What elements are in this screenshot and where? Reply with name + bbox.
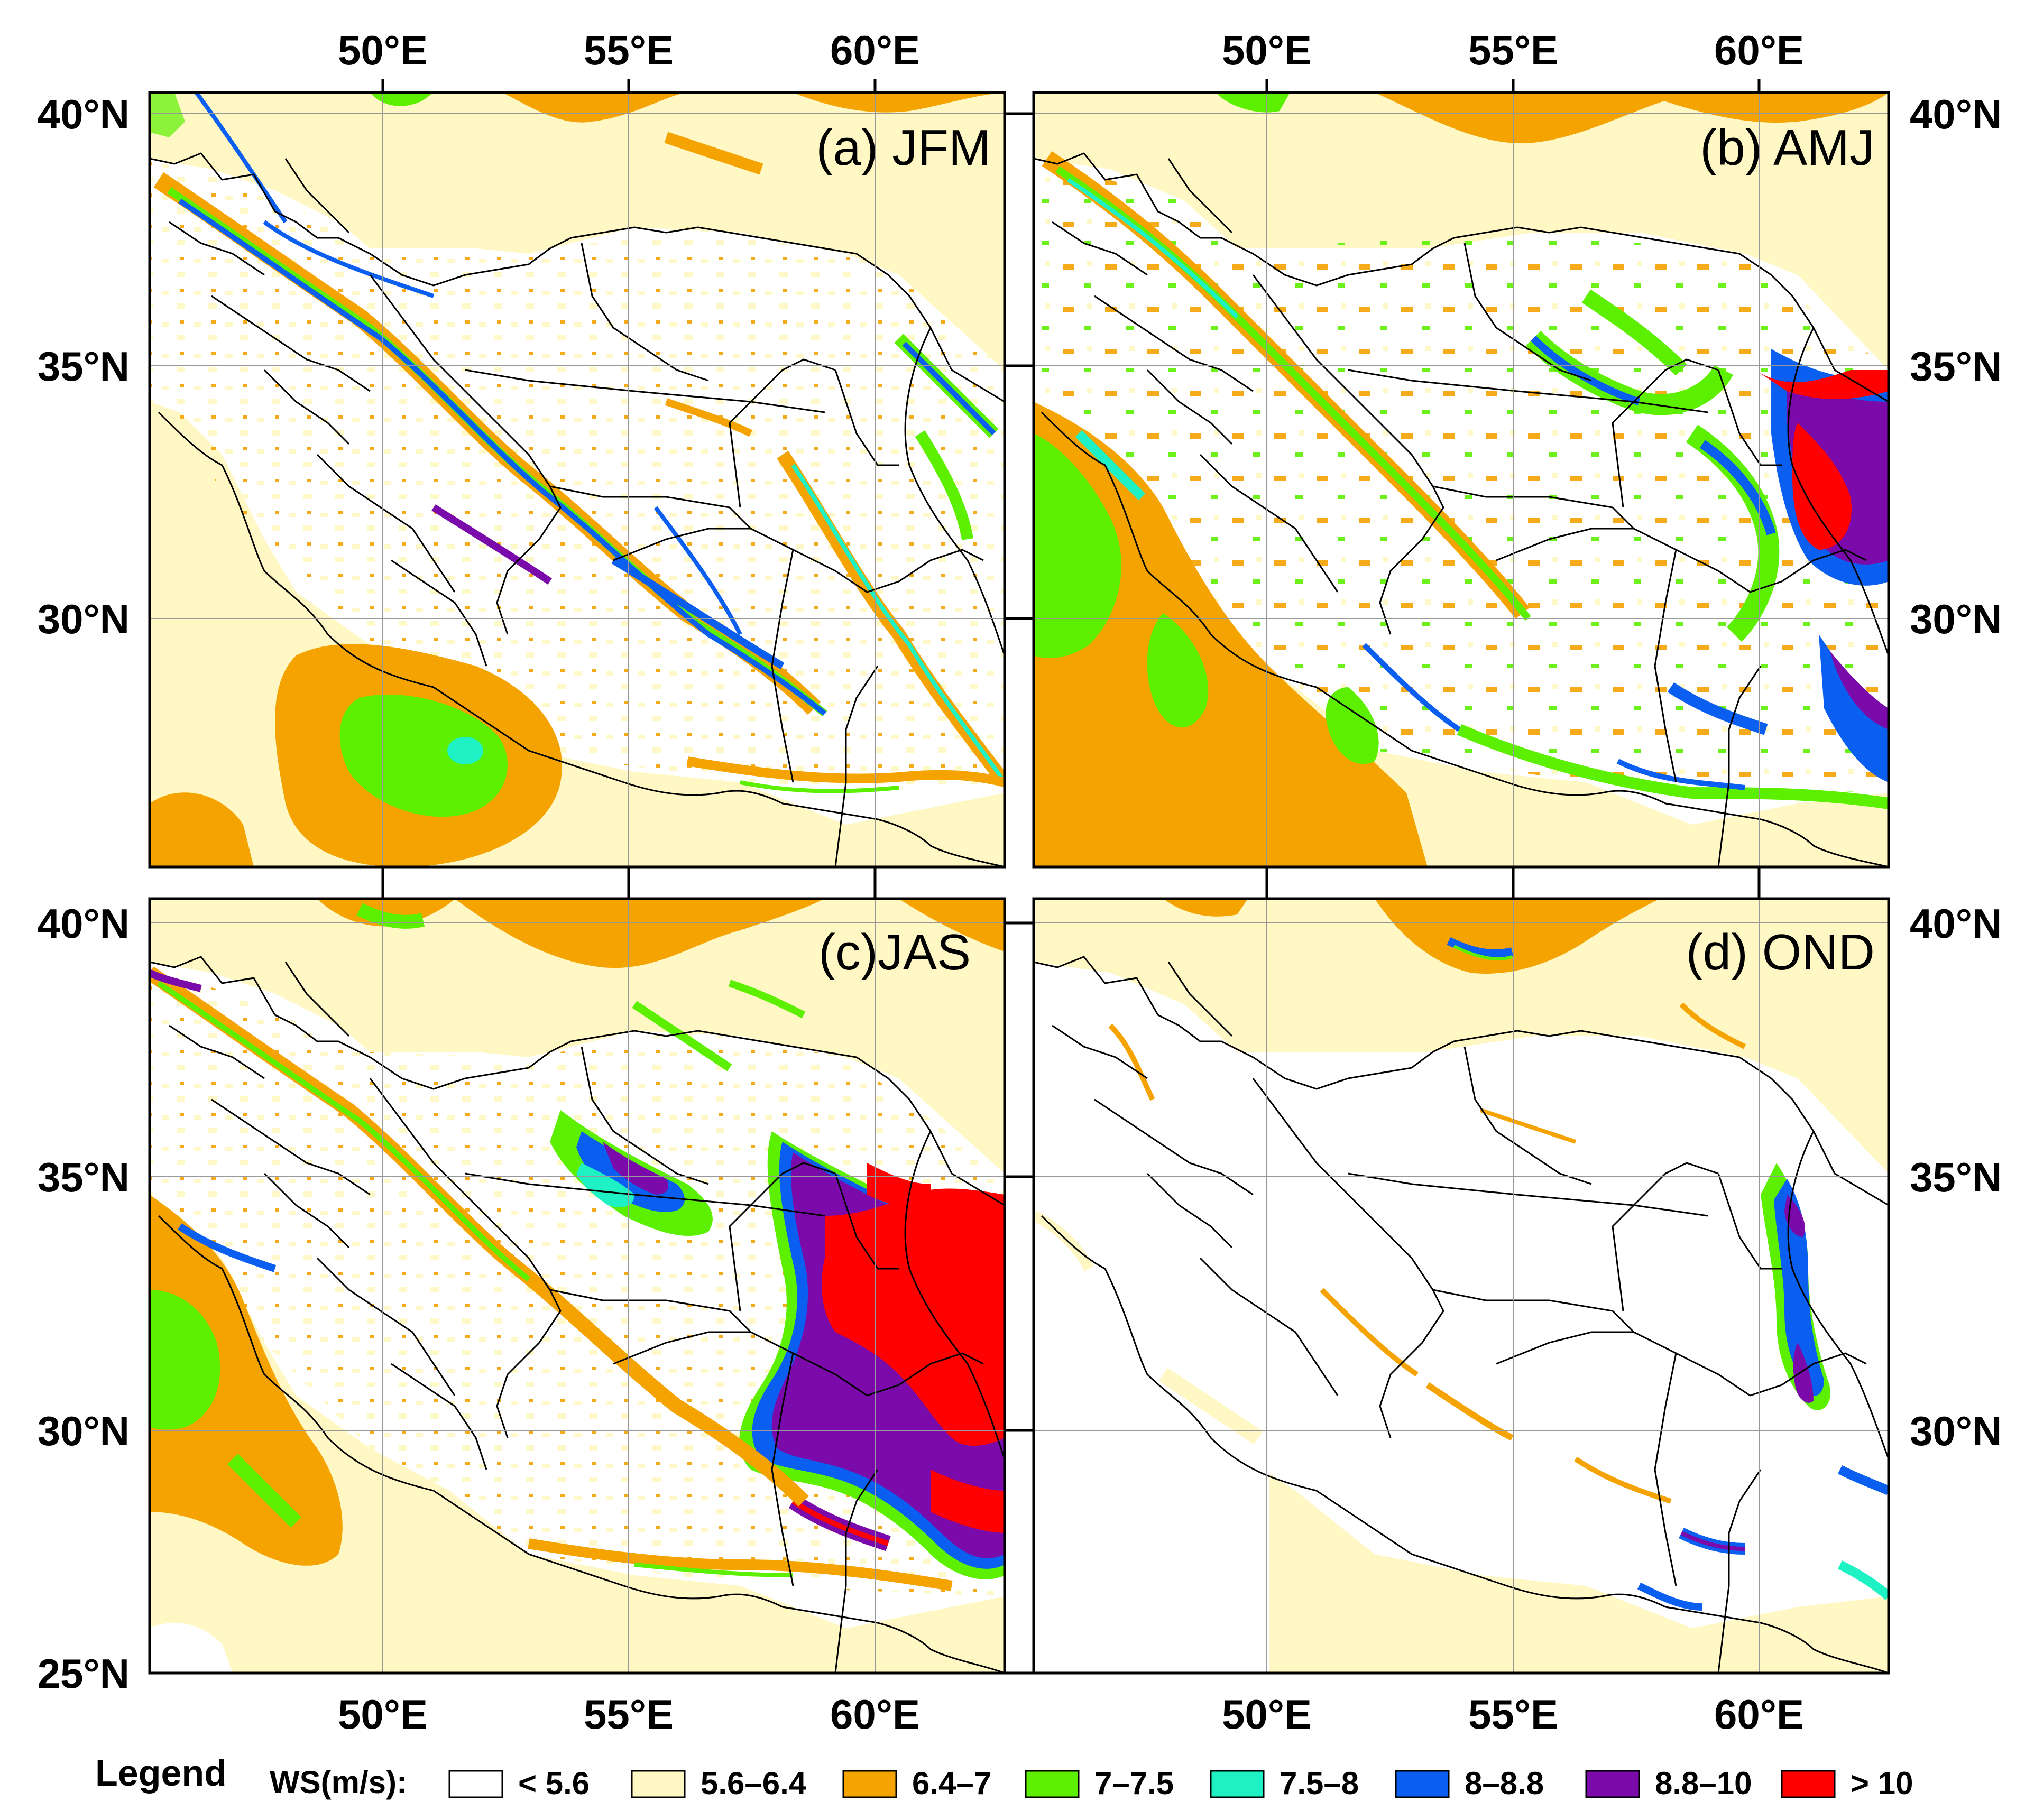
lon-label: 50°E — [1222, 1691, 1312, 1738]
legend-label: > 10 — [1851, 1766, 1913, 1801]
axis-ticks — [381, 79, 1761, 1675]
panel-c-map: (c)JAS — [148, 897, 1006, 1675]
lat-label: 35°N — [38, 343, 130, 390]
lat-label: 30°N — [38, 596, 130, 642]
legend-title: Legend — [95, 1752, 227, 1794]
legend-swatch — [448, 1770, 503, 1798]
legend-swatch — [1210, 1770, 1265, 1798]
panel-d-map: (d) OND — [1032, 897, 1890, 1675]
panel-d-title: (d) OND — [1686, 924, 1875, 981]
lon-label: 60°E — [1714, 27, 1804, 73]
legend-swatch — [1025, 1770, 1080, 1798]
legend-variable-label: WS(m/s): — [270, 1764, 407, 1800]
lat-label: 35°N — [38, 1154, 130, 1200]
lat-label: 40°N — [1910, 900, 2002, 947]
top-lon-labels: 50°E 55°E 60°E 50°E 55°E 60°E — [338, 27, 1804, 73]
lon-label: 60°E — [1714, 1691, 1804, 1738]
lon-label: 55°E — [1468, 27, 1558, 73]
panel-b-map: (b) AMJ — [1032, 91, 1890, 869]
lat-label: 40°N — [38, 900, 130, 947]
lat-label: 30°N — [38, 1408, 130, 1454]
lat-label: 30°N — [1910, 596, 2002, 642]
legend-label: 7–7.5 — [1094, 1766, 1174, 1801]
panel-a-map: (a) JFM — [148, 91, 1006, 869]
lat-label: 40°N — [38, 91, 130, 137]
legend-label: < 5.6 — [518, 1766, 590, 1801]
lon-label: 50°E — [338, 27, 428, 73]
panel-c-title: (c)JAS — [818, 924, 971, 981]
lon-label: 55°E — [584, 27, 674, 73]
panel-a-title: (a) JFM — [816, 119, 991, 176]
legend-label: 8.8–10 — [1655, 1766, 1752, 1801]
lon-label: 55°E — [1468, 1691, 1558, 1738]
lat-label: 35°N — [1910, 343, 2002, 390]
legend-swatch — [842, 1770, 897, 1798]
lat-label: 30°N — [1910, 1408, 2002, 1454]
panel-b-title: (b) AMJ — [1700, 119, 1875, 176]
lon-label: 50°E — [1222, 27, 1312, 73]
legend-swatch — [1781, 1770, 1836, 1798]
lat-label: 40°N — [1910, 91, 2002, 137]
legend-swatch — [1395, 1770, 1450, 1798]
lon-label: 60°E — [830, 27, 920, 73]
lat-label: 25°N — [38, 1650, 130, 1697]
lon-label: 55°E — [584, 1691, 674, 1738]
right-lat-labels: 40°N 35°N 30°N 40°N 35°N 30°N — [1910, 91, 2002, 1454]
legend-label: 8–8.8 — [1465, 1766, 1544, 1801]
legend-label: 6.4–7 — [912, 1766, 991, 1801]
legend-swatch — [1585, 1770, 1640, 1798]
legend-label: 5.6–6.4 — [701, 1766, 807, 1801]
lon-label: 50°E — [338, 1691, 428, 1738]
lon-label: 60°E — [830, 1691, 920, 1738]
lat-label: 35°N — [1910, 1154, 2002, 1200]
legend-label: 7.5–8 — [1280, 1766, 1359, 1801]
bottom-lon-labels: 50°E 55°E 60°E 50°E 55°E 60°E — [338, 1691, 1804, 1738]
left-lat-labels: 40°N 35°N 30°N 40°N 35°N 30°N 25°N — [38, 91, 130, 1697]
legend: Legend WS(m/s): < 5.6 5.6–6.4 6.4–7 7–7.5 7.… — [95, 1752, 1913, 1801]
legend-swatch — [631, 1770, 686, 1798]
